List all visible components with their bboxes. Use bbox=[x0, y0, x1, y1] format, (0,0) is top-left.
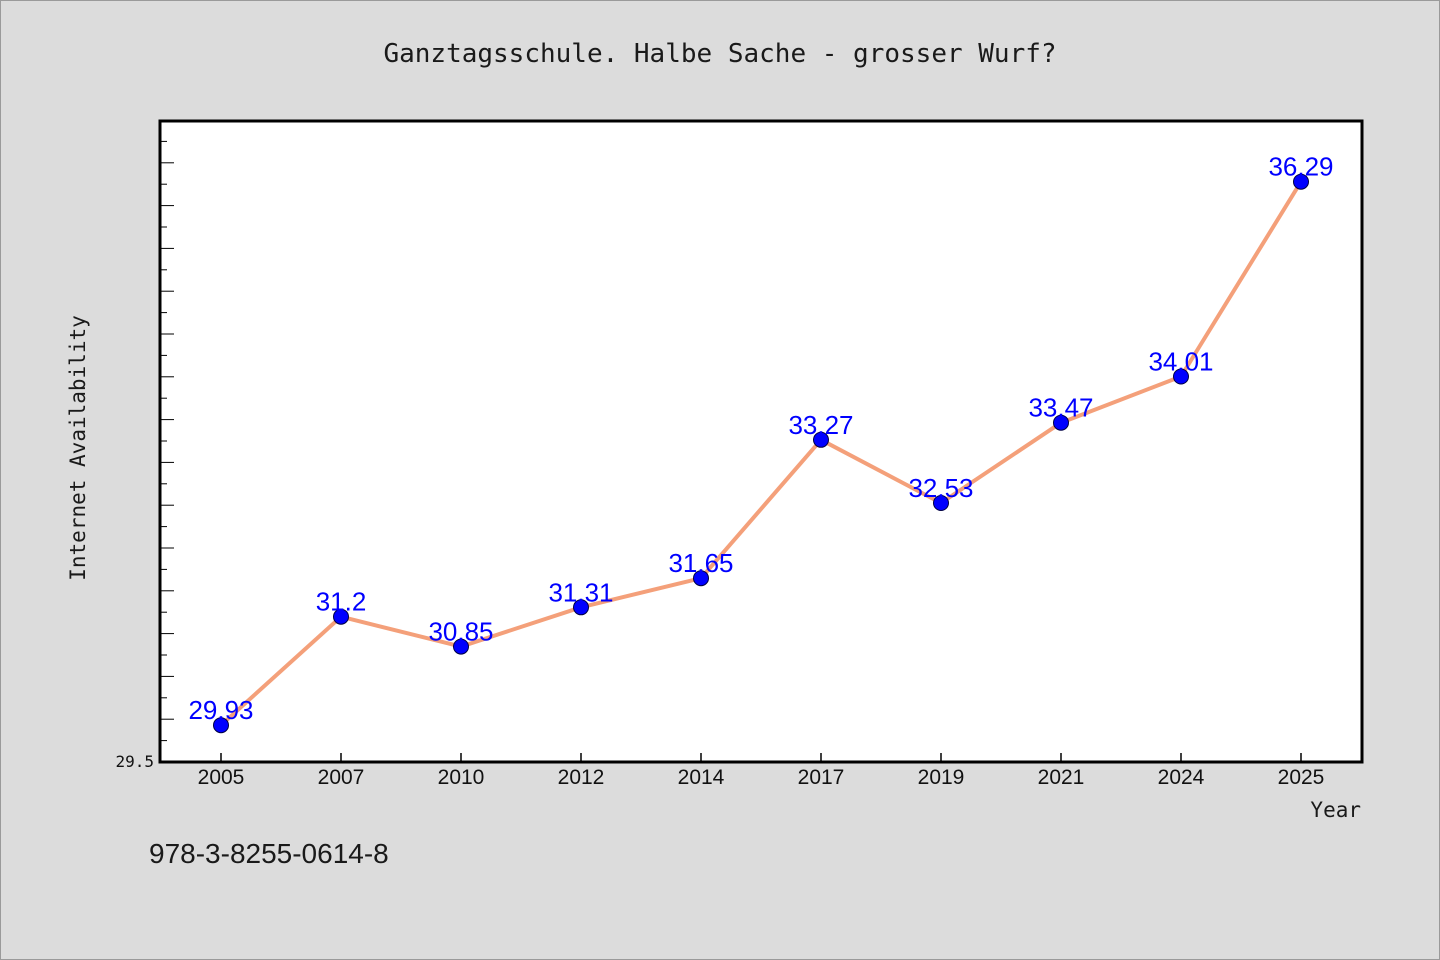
data-point bbox=[213, 717, 229, 734]
data-point bbox=[1053, 414, 1069, 431]
footer-isbn: 978-3-8255-0614-8 bbox=[149, 838, 389, 869]
data-point bbox=[573, 599, 589, 616]
data-label: 30.85 bbox=[428, 617, 493, 647]
data-point bbox=[693, 570, 709, 587]
x-tick-label: 2010 bbox=[438, 766, 485, 789]
x-axis-label: Year bbox=[1310, 798, 1361, 822]
data-label: 29.93 bbox=[188, 695, 253, 725]
x-tick-label: 2017 bbox=[798, 766, 845, 789]
data-point bbox=[813, 431, 829, 448]
x-tick-label: 2007 bbox=[318, 766, 365, 789]
data-label: 33.47 bbox=[1028, 393, 1093, 423]
x-tick-label: 2021 bbox=[1038, 766, 1085, 789]
data-label: 31.65 bbox=[668, 548, 733, 578]
data-point bbox=[333, 608, 349, 625]
y-tick-label: 29.5 bbox=[115, 752, 154, 771]
x-tick-label: 2005 bbox=[198, 766, 245, 789]
plot-area bbox=[160, 121, 1362, 762]
data-point bbox=[933, 495, 949, 511]
plot-border bbox=[158, 119, 1364, 764]
data-point bbox=[1173, 368, 1189, 385]
data-label: 36.29 bbox=[1268, 152, 1333, 182]
x-tick-label: 2024 bbox=[1158, 766, 1205, 789]
series-line bbox=[219, 180, 1303, 727]
data-label: 31.2 bbox=[316, 587, 367, 617]
y-minor-ticks bbox=[160, 140, 174, 742]
x-tick-labels: 2005 2007 2010 2012 2014 2017 2019 2021 2024 2025 bbox=[198, 753, 1325, 789]
data-label: 34.01 bbox=[1148, 347, 1213, 377]
x-tick-label: 2025 bbox=[1278, 766, 1325, 789]
data-point bbox=[453, 638, 469, 655]
data-label: 32.53 bbox=[908, 473, 973, 503]
x-tick-label: 2014 bbox=[678, 766, 725, 789]
data-label: 31.31 bbox=[548, 577, 613, 607]
series-layer: 29.93 31.2 30.85 31.31 31.65 33.27 32.53 33.47 3… bbox=[188, 152, 1334, 734]
x-tick-label: 2012 bbox=[558, 766, 605, 789]
y-axis-label: Internet Availability bbox=[66, 315, 90, 581]
x-tick-label: 2019 bbox=[918, 766, 965, 789]
data-point bbox=[1293, 173, 1309, 190]
chart-title: Ganztagsschule. Halbe Sache - grosser Wu… bbox=[383, 39, 1056, 69]
data-label: 33.27 bbox=[788, 410, 853, 440]
